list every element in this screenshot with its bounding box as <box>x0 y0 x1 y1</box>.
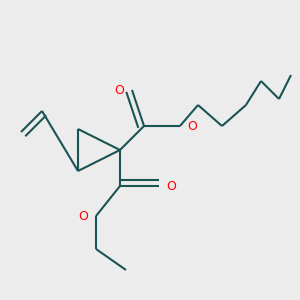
Text: O: O <box>188 119 197 133</box>
Text: O: O <box>79 209 88 223</box>
Text: O: O <box>115 83 124 97</box>
Text: O: O <box>167 179 176 193</box>
